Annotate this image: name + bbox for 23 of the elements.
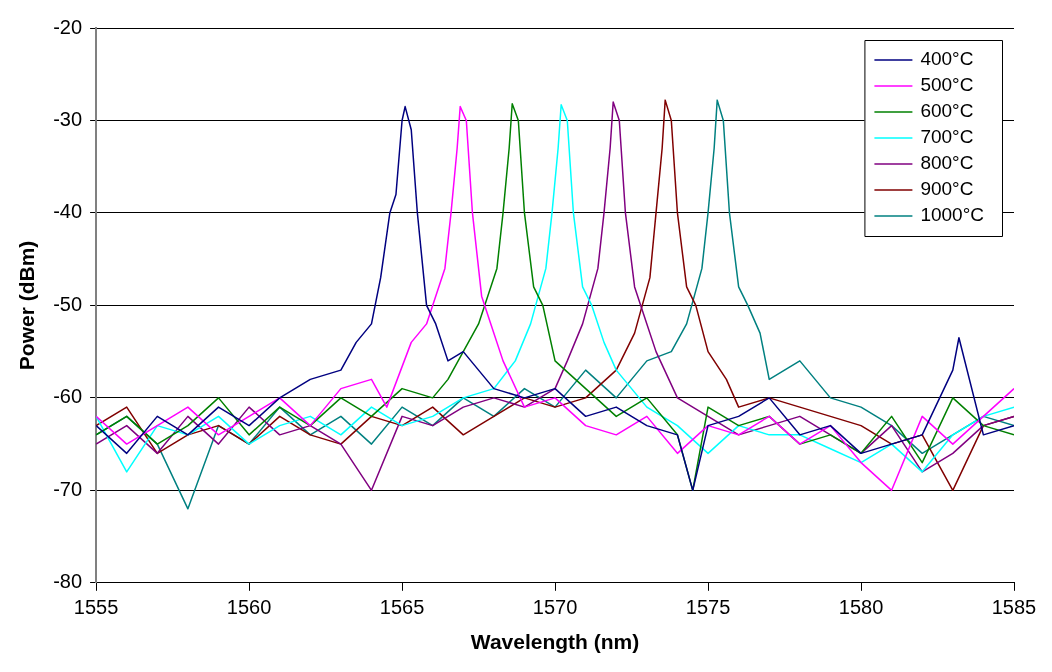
x-axis-title: Wavelength (nm) [470,630,640,654]
y-tick-label: -60 [53,385,83,408]
legend-label: 600°C [920,100,974,122]
y-tick-label: -70 [53,477,83,500]
x-tick-label: 1565 [379,596,425,619]
y-tick-label: -30 [53,107,83,130]
legend-label: 400°C [920,48,974,70]
x-tick-label: 1575 [685,596,731,619]
x-tick-label: 1580 [838,596,884,619]
y-tick-label: -40 [53,200,83,223]
legend-label: 500°C [920,74,974,96]
x-tick-label: 1560 [226,596,272,619]
y-tick-label: -50 [53,292,83,315]
legend-label: 700°C [920,126,974,148]
y-tick-label: -80 [53,570,83,593]
legend-label: 1000°C [920,204,985,226]
legend-label: 900°C [920,178,974,200]
x-tick-label: 1585 [991,596,1037,619]
x-tick-label: 1555 [73,596,119,619]
legend-label: 800°C [920,152,974,174]
y-tick-label: -20 [53,15,83,38]
y-axis-title: Power (dBm) [15,240,39,371]
x-tick-label: 1570 [532,596,578,619]
